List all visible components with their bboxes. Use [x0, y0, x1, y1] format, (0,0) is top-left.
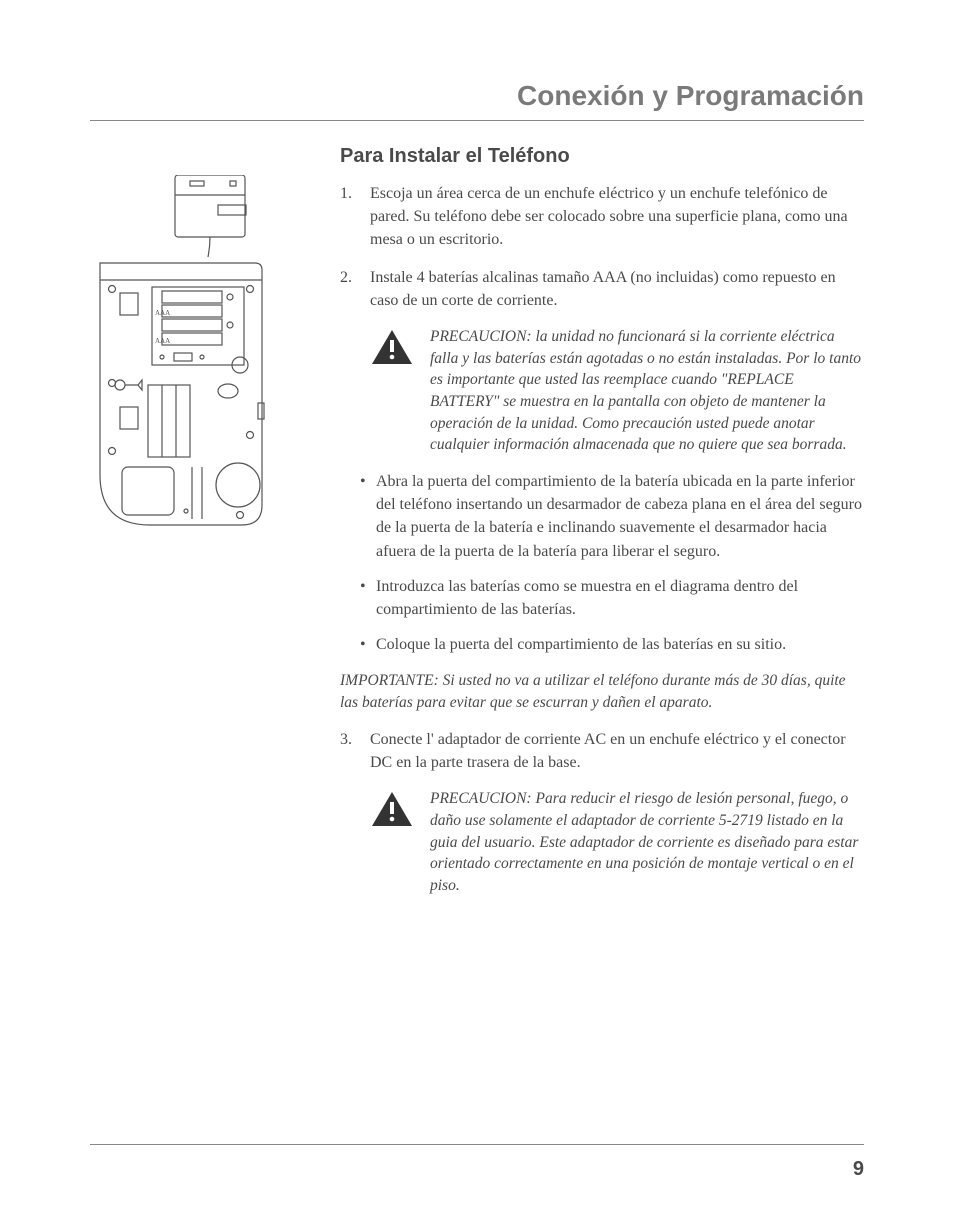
important-note: IMPORTANTE: Si usted no va a utilizar el…: [340, 670, 864, 713]
warning-icon: [370, 328, 414, 366]
caution-text: PRECAUCION: Para reducir el riesgo de le…: [430, 788, 864, 896]
bullet-2: • Introduzca las baterías como se muestr…: [360, 575, 864, 621]
step-text: Instale 4 baterías alcalinas tamaño AAA …: [370, 266, 864, 312]
step-number: 3.: [340, 728, 370, 774]
text-column: Para Instalar el Teléfono 1. Escoja un á…: [340, 145, 864, 911]
figure-column: AAA AAA: [90, 145, 320, 911]
section-subheading: Para Instalar el Teléfono: [340, 145, 864, 168]
step-3: 3. Conecte l' adaptador de corriente AC …: [340, 728, 864, 774]
phone-base-diagram: AAA AAA: [90, 175, 280, 535]
bullet-3: • Coloque la puerta del compartimiento d…: [360, 633, 864, 656]
caution-block-2: PRECAUCION: Para reducir el riesgo de le…: [370, 788, 864, 896]
bullet-dot: •: [360, 470, 376, 563]
bullet-text: Abra la puerta del compartimiento de la …: [376, 470, 864, 563]
page-container: Conexión y Programación: [0, 0, 954, 1215]
caution-text: PRECAUCION: la unidad no funcionará si l…: [430, 326, 864, 456]
step-1: 1. Escoja un área cerca de un enchufe el…: [340, 182, 864, 252]
bullet-dot: •: [360, 575, 376, 621]
page-header-title: Conexión y Programación: [90, 80, 864, 121]
bullet-dot: •: [360, 633, 376, 656]
footer-rule: [90, 1144, 864, 1145]
step-2: 2. Instale 4 baterías alcalinas tamaño A…: [340, 266, 864, 312]
page-number: 9: [853, 1158, 864, 1181]
bullet-text: Introduzca las baterías como se muestra …: [376, 575, 864, 621]
bullet-1: • Abra la puerta del compartimiento de l…: [360, 470, 864, 563]
bullet-text: Coloque la puerta del compartimiento de …: [376, 633, 864, 656]
svg-text:AAA: AAA: [155, 309, 170, 317]
step-text: Escoja un área cerca de un enchufe eléct…: [370, 182, 864, 252]
step-text: Conecte l' adaptador de corriente AC en …: [370, 728, 864, 774]
step-number: 2.: [340, 266, 370, 312]
svg-text:AAA: AAA: [155, 337, 170, 345]
content-row: AAA AAA: [90, 145, 864, 911]
caution-block-1: PRECAUCION: la unidad no funcionará si l…: [370, 326, 864, 456]
warning-icon: [370, 790, 414, 828]
step-number: 1.: [340, 182, 370, 252]
